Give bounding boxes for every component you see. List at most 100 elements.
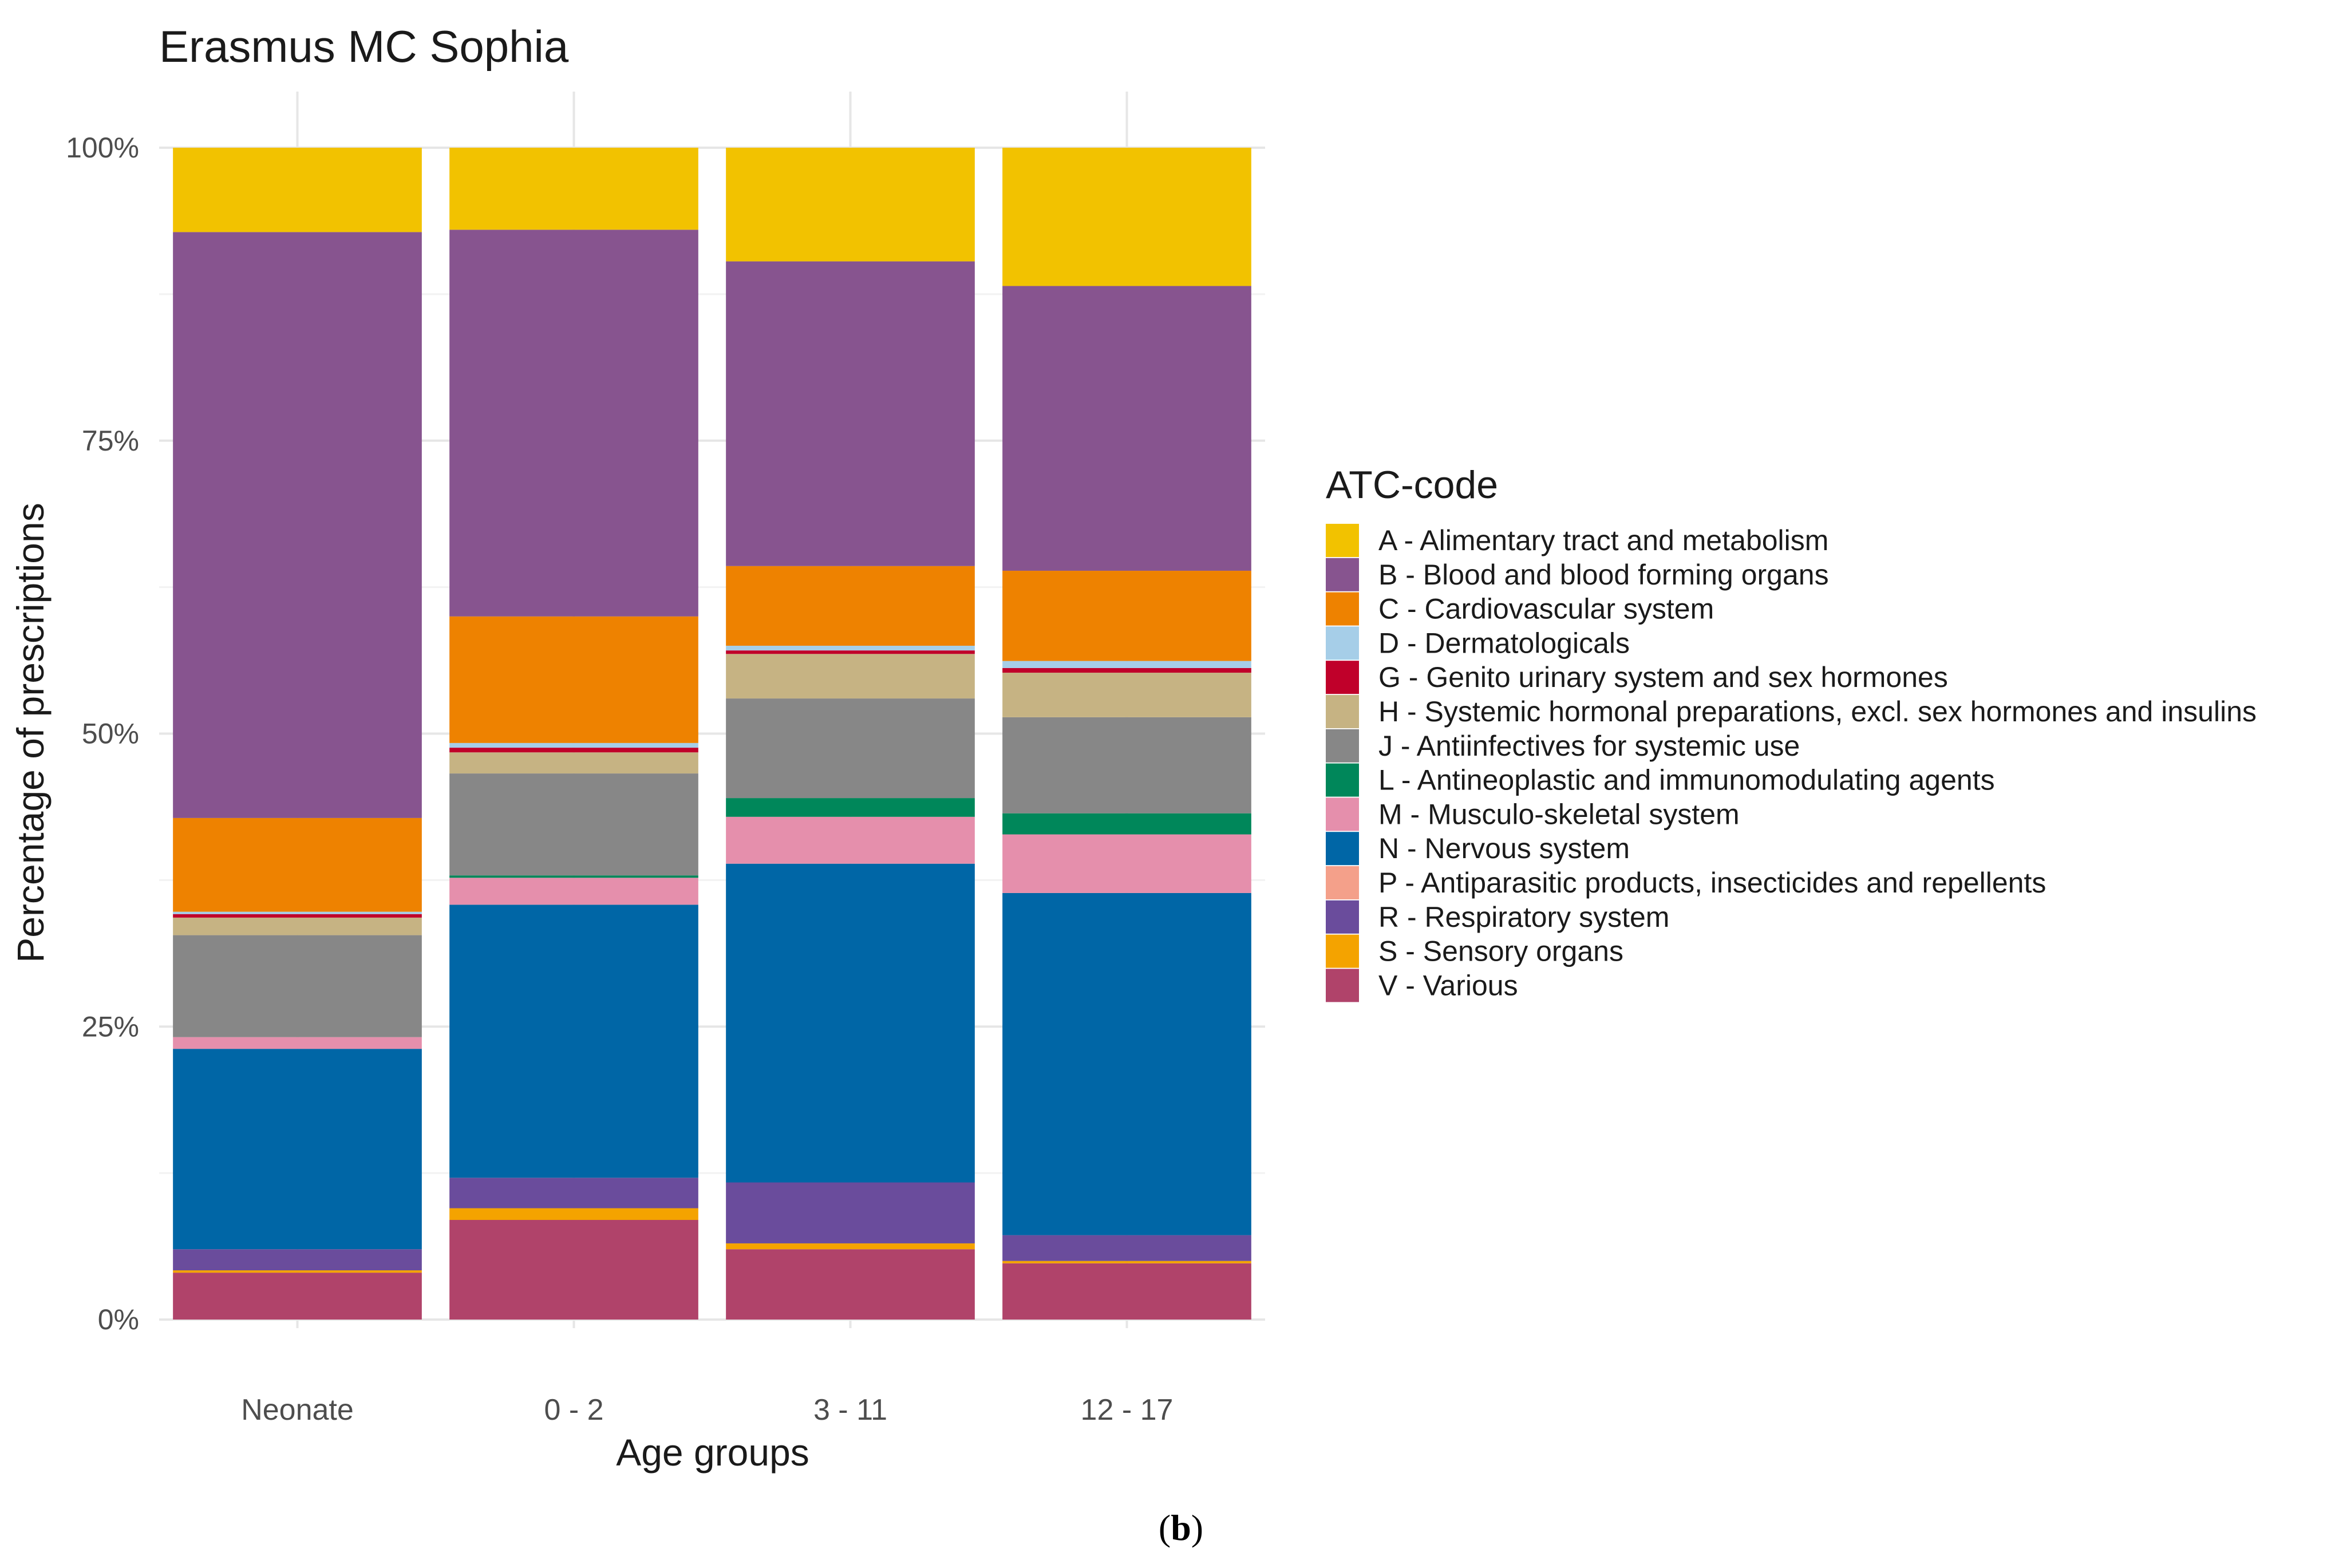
legend-label: V - Various xyxy=(1378,969,1518,1001)
bar-segment-b xyxy=(449,230,698,617)
legend-label: J - Antiinfectives for systemic use xyxy=(1378,730,1800,762)
bar-segment-h xyxy=(1002,673,1251,717)
bar-segment-v xyxy=(449,1220,698,1320)
legend-item-c: C - Cardiovascular system xyxy=(1326,592,1714,626)
legend-item-s: S - Sensory organs xyxy=(1326,934,1623,968)
x-tick-label: 3 - 11 xyxy=(813,1393,887,1427)
bar-segment-j xyxy=(173,935,422,1037)
x-tick-label: 12 - 17 xyxy=(1081,1393,1174,1427)
legend-item-g: G - Genito urinary system and sex hormon… xyxy=(1326,661,1948,694)
bar-segment-g xyxy=(449,748,698,753)
bar-segment-a xyxy=(1002,148,1251,286)
bar-segment-m xyxy=(1002,834,1251,893)
legend-swatch xyxy=(1326,592,1359,626)
legend-item-p: P - Antiparasitic products, insecticides… xyxy=(1326,866,2046,899)
bar-segment-v xyxy=(1002,1263,1251,1320)
y-tick-label: 100% xyxy=(66,132,139,164)
legend-item-r: R - Respiratory system xyxy=(1326,900,1669,934)
bar-segment-b xyxy=(1002,286,1251,571)
bar-stack xyxy=(726,148,975,1320)
y-tick-label: 0% xyxy=(98,1304,139,1336)
figure-caption: (b) xyxy=(1159,1507,1203,1548)
legend-label: N - Nervous system xyxy=(1378,832,1630,864)
bar-stack xyxy=(1002,148,1251,1320)
bar-segment-s xyxy=(1002,1261,1251,1263)
bar-segment-j xyxy=(726,698,975,799)
x-axis-ticks: Neonate 0 - 2 3 - 11 12 - 17 xyxy=(241,1393,1173,1427)
legend-swatch xyxy=(1326,969,1359,1002)
bar-segment-m xyxy=(173,1037,422,1049)
legend-swatch xyxy=(1326,661,1359,694)
y-tick-label: 75% xyxy=(82,425,139,457)
bar-segment-l xyxy=(726,798,975,817)
bar-segment-c xyxy=(173,817,422,912)
legend-label: R - Respiratory system xyxy=(1378,901,1669,933)
legend-swatch xyxy=(1326,729,1359,763)
legend-title: ATC-code xyxy=(1326,463,1498,507)
bar-segment-g xyxy=(726,650,975,654)
bar-segment-h xyxy=(449,752,698,774)
bar-segment-c xyxy=(726,566,975,646)
bar-segment-r xyxy=(173,1249,422,1271)
bar-segment-a xyxy=(173,148,422,232)
legend-label: D - Dermatologicals xyxy=(1378,627,1630,659)
bar-segment-a xyxy=(726,148,975,262)
legend-swatch xyxy=(1326,695,1359,728)
legend-item-n: N - Nervous system xyxy=(1326,832,1630,866)
bar-segment-n xyxy=(1002,892,1251,1235)
legend-swatch xyxy=(1326,763,1359,797)
legend-label: A - Alimentary tract and metabolism xyxy=(1378,524,1828,556)
bar-segment-s xyxy=(449,1208,698,1221)
bar-segment-j xyxy=(449,773,698,876)
caption-letter: b xyxy=(1171,1507,1191,1548)
legend-item-j: J - Antiinfectives for systemic use xyxy=(1326,729,1800,763)
bar-segment-c xyxy=(449,616,698,743)
bar-segment-l xyxy=(449,875,698,878)
y-axis-ticks: 0% 25% 50% 75% 100% xyxy=(66,132,139,1336)
legend-swatch xyxy=(1326,524,1359,557)
bar-stack xyxy=(449,148,698,1320)
plot-bars xyxy=(173,148,1251,1320)
bar-segment-d xyxy=(1002,661,1251,668)
bar-stack xyxy=(173,148,422,1320)
bar-segment-s xyxy=(173,1270,422,1273)
legend-label: B - Blood and blood forming organs xyxy=(1378,559,1829,591)
bar-segment-g xyxy=(1002,668,1251,673)
bar-segment-d xyxy=(449,742,698,748)
bar-segment-d xyxy=(726,645,975,651)
legend-swatch xyxy=(1326,934,1359,968)
legend-label: M - Musculo-skeletal system xyxy=(1378,798,1740,830)
legend-item-b: B - Blood and blood forming organs xyxy=(1326,558,1829,591)
bar-segment-c xyxy=(1002,570,1251,661)
x-tick-label: Neonate xyxy=(241,1393,354,1427)
bar-segment-v xyxy=(726,1249,975,1320)
x-axis-title: Age groups xyxy=(616,1431,809,1474)
legend-label: G - Genito urinary system and sex hormon… xyxy=(1378,661,1948,693)
legend-swatch xyxy=(1326,866,1359,899)
bar-segment-v xyxy=(173,1273,422,1320)
bar-segment-h xyxy=(173,917,422,935)
legend-swatch xyxy=(1326,900,1359,934)
bar-segment-m xyxy=(726,816,975,864)
legend-swatch xyxy=(1326,626,1359,660)
y-tick-label: 50% xyxy=(82,718,139,750)
legend-item-h: H - Systemic hormonal preparations, excl… xyxy=(1326,695,2257,728)
bar-segment-n xyxy=(449,905,698,1178)
legend-label: H - Systemic hormonal preparations, excl… xyxy=(1378,696,2257,728)
y-tick-label: 25% xyxy=(82,1010,139,1042)
bar-segment-s xyxy=(726,1243,975,1250)
legend-swatch xyxy=(1326,797,1359,831)
caption-close-paren: ) xyxy=(1191,1507,1203,1548)
x-tick-label: 0 - 2 xyxy=(544,1393,603,1427)
legend-item-l: L - Antineoplastic and immunomodulating … xyxy=(1326,763,1995,797)
bar-segment-n xyxy=(726,863,975,1183)
bar-segment-n xyxy=(173,1049,422,1250)
y-axis-title: Percentage of prescriptions xyxy=(9,503,52,962)
bar-segment-b xyxy=(173,232,422,818)
caption-open-paren: ( xyxy=(1159,1507,1171,1548)
bar-segment-l xyxy=(1002,813,1251,835)
bar-segment-r xyxy=(726,1182,975,1243)
bar-segment-g xyxy=(173,914,422,918)
